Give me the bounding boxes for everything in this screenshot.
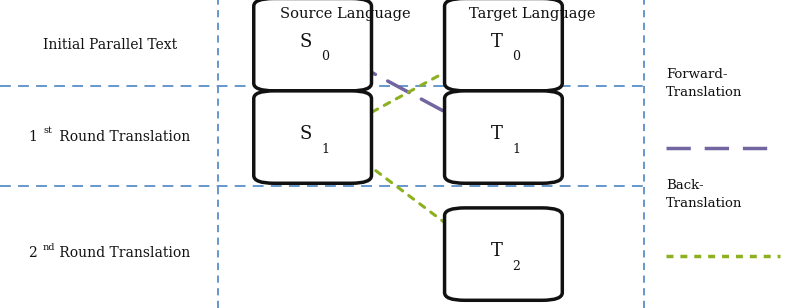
Text: nd: nd xyxy=(43,242,55,252)
Text: Back-
Translation: Back- Translation xyxy=(665,179,741,209)
FancyBboxPatch shape xyxy=(253,0,371,91)
Text: 1: 1 xyxy=(321,143,329,156)
Text: 0: 0 xyxy=(512,51,520,63)
FancyBboxPatch shape xyxy=(444,91,562,183)
Text: S: S xyxy=(299,125,312,143)
Text: T: T xyxy=(491,242,502,260)
Text: 2: 2 xyxy=(28,246,37,260)
Text: T: T xyxy=(491,125,502,143)
Text: 1: 1 xyxy=(512,143,520,156)
FancyArrowPatch shape xyxy=(354,154,461,235)
Text: st: st xyxy=(43,126,52,136)
Text: S: S xyxy=(299,33,312,51)
Text: Round Translation: Round Translation xyxy=(55,130,191,144)
Text: Round Translation: Round Translation xyxy=(55,246,191,260)
FancyBboxPatch shape xyxy=(444,208,562,300)
FancyArrowPatch shape xyxy=(356,63,461,121)
Text: Source Language: Source Language xyxy=(280,7,410,21)
Text: Initial Parallel Text: Initial Parallel Text xyxy=(42,38,177,52)
FancyBboxPatch shape xyxy=(444,0,562,91)
Text: 2: 2 xyxy=(512,260,520,273)
FancyBboxPatch shape xyxy=(253,91,371,183)
Text: Forward-
Translation: Forward- Translation xyxy=(665,68,741,99)
Text: T: T xyxy=(491,33,502,51)
Text: Target Language: Target Language xyxy=(468,7,594,21)
Text: 0: 0 xyxy=(321,51,329,63)
Text: 1: 1 xyxy=(28,130,37,144)
FancyArrowPatch shape xyxy=(354,63,461,121)
